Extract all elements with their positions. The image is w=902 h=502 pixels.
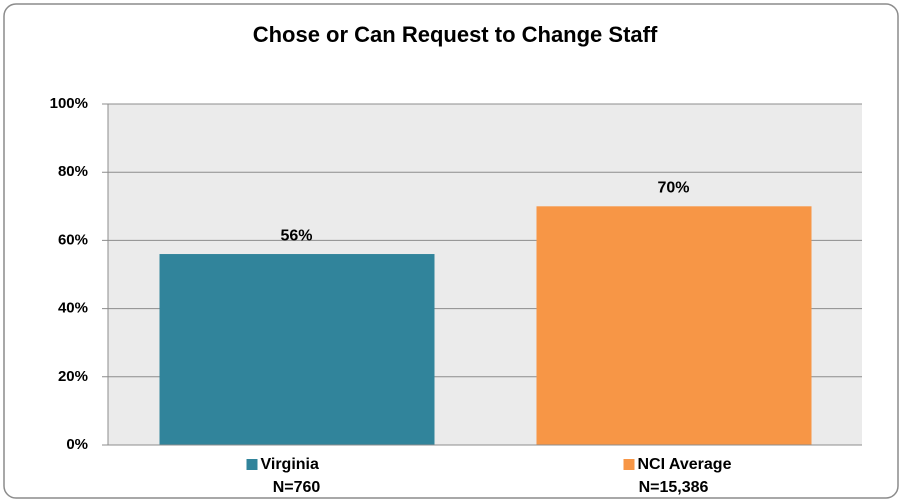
legend-swatch xyxy=(246,459,258,470)
y-tick-label: 40% xyxy=(58,300,88,317)
y-tick-label: 100% xyxy=(50,95,88,112)
y-tick-label: 20% xyxy=(58,368,88,385)
chart-title: Chose or Can Request to Change Staff xyxy=(253,22,658,47)
sample-size: N=15,386 xyxy=(639,479,709,496)
value-label: 70% xyxy=(657,180,689,197)
legend-label: NCI Average xyxy=(638,456,732,473)
legend-swatch xyxy=(623,459,635,470)
value-label: 56% xyxy=(280,227,312,244)
legend-label: Virginia xyxy=(261,456,319,473)
y-tick-label: 60% xyxy=(58,231,88,248)
bar xyxy=(536,206,812,445)
y-tick-label: 80% xyxy=(58,163,88,180)
bar xyxy=(159,254,435,445)
y-tick-label: 0% xyxy=(66,436,88,453)
sample-size: N=760 xyxy=(273,479,321,496)
